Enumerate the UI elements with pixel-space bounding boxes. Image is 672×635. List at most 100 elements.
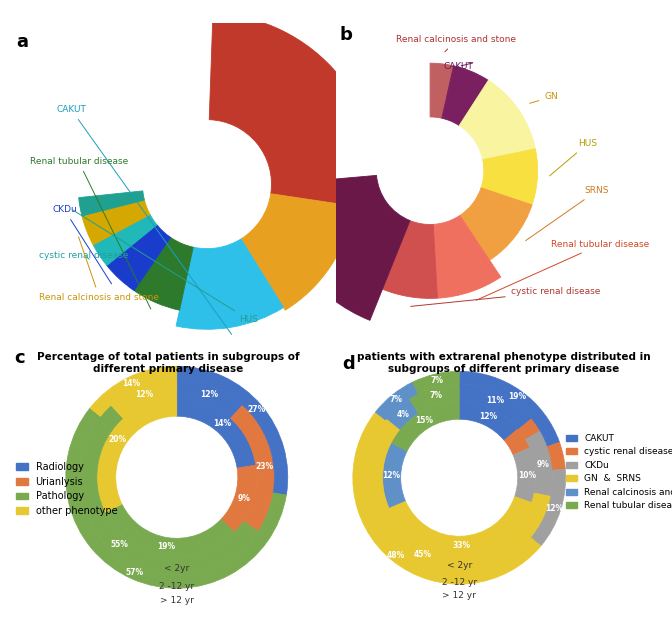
Text: 2 -12 yr: 2 -12 yr [442,578,476,587]
Text: 11%: 11% [487,396,505,405]
Wedge shape [269,175,410,320]
Text: c: c [13,349,24,367]
Wedge shape [433,215,501,298]
Wedge shape [66,408,286,588]
Wedge shape [177,398,256,468]
Wedge shape [353,412,541,584]
Text: 7%: 7% [390,396,403,404]
Wedge shape [548,442,565,470]
Wedge shape [519,418,540,439]
Text: CAKUT: CAKUT [56,105,232,335]
Text: 7%: 7% [429,392,442,401]
Text: 12%: 12% [546,504,564,512]
Text: CKDu: CKDu [0,634,1,635]
Text: GN: GN [0,634,1,635]
Wedge shape [382,220,437,298]
Wedge shape [111,380,177,418]
Wedge shape [209,13,378,210]
Text: 12%: 12% [136,390,154,399]
Wedge shape [241,194,353,311]
Text: Renal calcinosis and stone: Renal calcinosis and stone [39,237,159,302]
Wedge shape [460,188,532,260]
Wedge shape [176,239,284,330]
Wedge shape [221,465,257,532]
Text: 45%: 45% [414,550,431,559]
Text: SRNS: SRNS [0,634,1,635]
Text: 12%: 12% [200,390,218,399]
Wedge shape [413,371,459,394]
Wedge shape [526,431,553,497]
Wedge shape [97,398,177,512]
Wedge shape [481,149,538,205]
Wedge shape [376,382,418,420]
Text: Renal calcinosis and stone: Renal calcinosis and stone [396,35,517,52]
Text: HUS: HUS [73,210,258,324]
Text: 48%: 48% [387,551,405,560]
Text: d: d [343,354,355,373]
Wedge shape [134,237,194,311]
Text: 12%: 12% [382,471,401,480]
Text: 19%: 19% [157,542,175,551]
Text: 55%: 55% [110,540,128,549]
Text: 33%: 33% [453,541,470,550]
Wedge shape [93,215,157,265]
Text: Renal tubular disease: Renal tubular disease [30,157,151,309]
Text: < 2yr: < 2yr [447,561,472,570]
Wedge shape [459,401,518,440]
Text: 7%: 7% [430,376,444,385]
Legend: Radiology, Urianlysis, Pathology, other phenotype: Radiology, Urianlysis, Pathology, other … [12,458,121,520]
Wedge shape [177,366,288,495]
Wedge shape [386,399,418,429]
Wedge shape [430,64,454,118]
Text: 19%: 19% [508,392,526,401]
Text: Renal tubular disease: Renal tubular disease [476,240,649,300]
Text: a: a [17,32,29,51]
Text: patients with extrarenal phenotype distributed in
subgroups of different primary: patients with extrarenal phenotype distr… [358,352,650,374]
Wedge shape [459,371,560,446]
Wedge shape [409,384,459,413]
Wedge shape [177,380,243,418]
Text: SRNS: SRNS [526,186,609,241]
Wedge shape [504,429,530,455]
Wedge shape [513,448,536,502]
Text: 23%: 23% [256,462,274,471]
Text: 12%: 12% [479,412,497,421]
Text: < 2yr: < 2yr [164,565,190,573]
Text: cystic renal disease: cystic renal disease [39,251,128,260]
Text: HUS: HUS [550,139,597,176]
Text: CKDu: CKDu [52,206,112,284]
Wedge shape [459,384,532,429]
Wedge shape [230,405,274,531]
Wedge shape [366,418,551,572]
Legend: CAKUT, cystic renal disease, CKDu, GN  &  SRNS, Renal calcinosis and stone, Rena: CAKUT, cystic renal disease, CKDu, GN & … [562,431,672,514]
Text: 20%: 20% [108,436,126,444]
Text: Percentage of total patients in subgroups of
different primary disease: Percentage of total patients in subgroup… [37,352,299,374]
Wedge shape [442,66,489,126]
Wedge shape [79,191,144,216]
Text: GN: GN [530,92,558,104]
Wedge shape [459,81,536,160]
Text: CAKUT: CAKUT [444,62,473,71]
Wedge shape [82,200,150,245]
Wedge shape [90,366,177,417]
Wedge shape [382,443,407,508]
Wedge shape [391,401,459,451]
Text: 2 -12 yr: 2 -12 yr [159,582,194,591]
Text: 15%: 15% [415,415,433,425]
Text: > 12 yr: > 12 yr [442,591,476,600]
Text: b: b [339,26,352,44]
Wedge shape [79,405,258,575]
Wedge shape [388,497,532,554]
Wedge shape [107,225,171,291]
Wedge shape [105,504,235,557]
Text: 27%: 27% [247,405,265,414]
Text: 4%: 4% [396,410,409,418]
Wedge shape [531,469,566,546]
Text: 14%: 14% [122,378,140,388]
Text: 14%: 14% [214,419,232,428]
Text: cystic renal disease: cystic renal disease [411,287,600,306]
Text: 9%: 9% [238,494,251,503]
Text: > 12 yr: > 12 yr [160,596,194,605]
Text: 57%: 57% [126,568,144,577]
Text: 10%: 10% [517,471,536,480]
